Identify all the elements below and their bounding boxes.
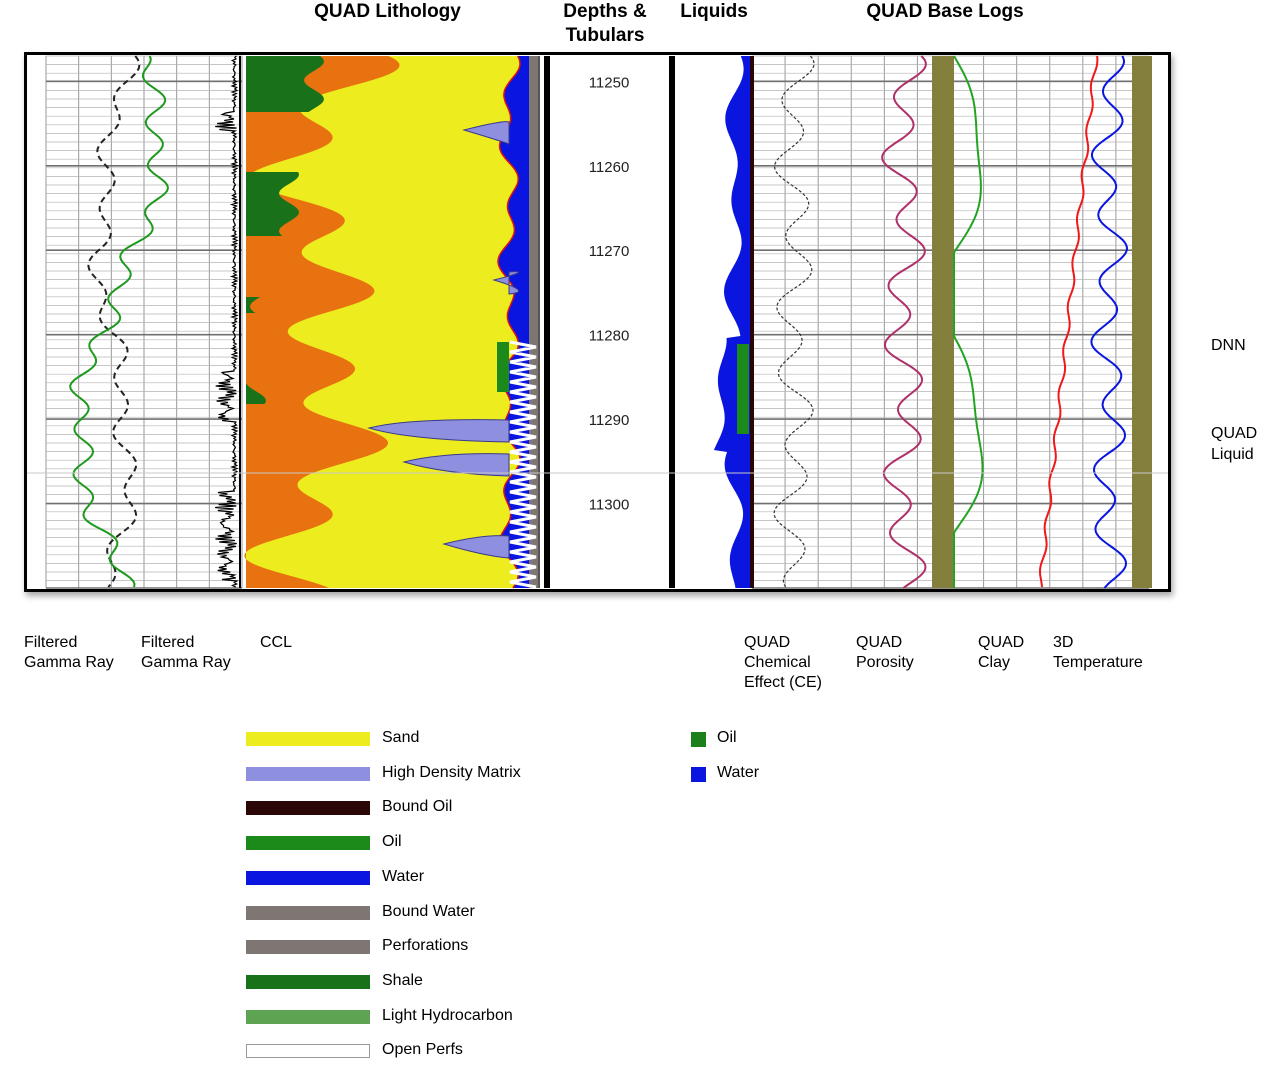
depth-tick-label: 11290 bbox=[589, 412, 630, 429]
liquids-water-fill bbox=[713, 56, 750, 588]
panel-frame bbox=[24, 52, 1171, 592]
liquids-bound-oil bbox=[750, 56, 754, 588]
high-density-matrix-spike bbox=[367, 419, 510, 443]
legend-swatch bbox=[246, 766, 370, 781]
well-log-chart: 11250 11260 11270 11280 11290 11300 bbox=[24, 52, 1171, 592]
legend-label: Bound Oil bbox=[382, 798, 453, 816]
liquid-legend-swatch bbox=[691, 767, 706, 782]
olive-band-2 bbox=[1132, 56, 1152, 588]
track-label-ce: QUAD Chemical Effect (CE) bbox=[744, 634, 822, 691]
legend-swatch bbox=[246, 836, 370, 851]
track-label-gamma-1: Filtered Gamma Ray bbox=[24, 634, 114, 671]
side-label-dnn: DNN bbox=[1211, 337, 1246, 354]
depth-tick-label: 11280 bbox=[589, 328, 630, 345]
shale-green-patch bbox=[246, 384, 266, 404]
side-label-quad-liquid: QUAD Liquid bbox=[1211, 425, 1258, 463]
legend-item: Bound Oil bbox=[246, 798, 576, 817]
legend-item: Bound Water bbox=[246, 902, 576, 922]
liquid-legend-label: Oil bbox=[717, 729, 737, 746]
depth-tick-label: 11300 bbox=[589, 497, 630, 514]
liquid-legend-item: Oil bbox=[691, 729, 811, 748]
tubular-right bbox=[669, 56, 675, 588]
depth-tick-label: 11260 bbox=[589, 159, 630, 176]
clay-curve bbox=[953, 55, 984, 588]
lithology-oil-patch bbox=[497, 342, 509, 392]
legend-item: Water bbox=[246, 867, 576, 887]
legend-item: High Density Matrix bbox=[246, 763, 576, 783]
legend-item: Sand bbox=[246, 729, 576, 748]
high-density-matrix-spike bbox=[402, 453, 510, 477]
legend-item: Light Hydrocarbon bbox=[246, 1006, 576, 1026]
tubular-left bbox=[544, 56, 550, 588]
lithology-legend: Sand High Density Matrix Bound Oil Oil Water… bbox=[246, 729, 576, 1060]
legend-swatch bbox=[246, 1044, 370, 1059]
high-density-matrix-spike bbox=[442, 535, 510, 559]
legend-label: Water bbox=[382, 867, 425, 885]
legend-label: Bound Water bbox=[382, 902, 475, 920]
legend-swatch bbox=[246, 801, 370, 816]
shale-green-patch bbox=[246, 172, 299, 236]
gamma-ray-1-curve bbox=[87, 55, 141, 588]
high-density-matrix-spike bbox=[462, 121, 510, 145]
liquid-legend-item: Water bbox=[691, 764, 811, 783]
legend-item: Open Perfs bbox=[246, 1041, 576, 1060]
shale-green-patch bbox=[246, 297, 261, 313]
olive-band-1 bbox=[932, 56, 954, 588]
legend-swatch bbox=[246, 732, 370, 746]
header-base-logs: QUAD Base Logs bbox=[866, 1, 1024, 22]
track-label-porosity: QUAD Porosity bbox=[856, 634, 914, 671]
legend-label: Oil bbox=[382, 833, 402, 851]
depth-tick-label: 11270 bbox=[589, 243, 630, 260]
legend-swatch bbox=[246, 940, 370, 955]
legend-label: Shale bbox=[382, 971, 423, 989]
legend-swatch bbox=[246, 1009, 370, 1024]
gamma-ray-2-curve bbox=[69, 55, 170, 588]
perforation-zigzag bbox=[509, 340, 537, 589]
legend-swatch bbox=[246, 974, 370, 989]
track-label-temperature: 3D Temperature bbox=[1053, 634, 1143, 671]
legend-label: High Density Matrix bbox=[382, 763, 521, 781]
legend-item: Perforations bbox=[246, 937, 576, 956]
high-density-matrix-spike bbox=[492, 271, 520, 295]
lithology-water-edge bbox=[497, 55, 521, 589]
liquids-legend: Oil Water bbox=[691, 729, 811, 790]
legend-item: Shale bbox=[246, 971, 576, 991]
track-label-gamma-2: Filtered Gamma Ray bbox=[141, 634, 231, 671]
track-label-clay: QUAD Clay bbox=[978, 634, 1025, 671]
liquid-blue-curve bbox=[1090, 55, 1129, 589]
legend-item: Oil bbox=[246, 833, 576, 852]
legend-swatch bbox=[246, 905, 370, 920]
temperature-curve bbox=[1038, 55, 1099, 588]
liquids-oil-fill bbox=[737, 344, 749, 434]
legend-label: Open Perfs bbox=[382, 1041, 463, 1059]
bound-water-column bbox=[529, 56, 539, 588]
liquid-legend-swatch bbox=[691, 732, 706, 747]
legend-label: Perforations bbox=[382, 937, 469, 955]
track-label-ccl: CCL bbox=[260, 634, 293, 651]
legend-label: Sand bbox=[382, 729, 420, 746]
legend-swatch bbox=[246, 870, 370, 885]
header-depths-tubulars: Depths & Tubulars bbox=[563, 1, 647, 46]
liquid-legend-label: Water bbox=[717, 764, 760, 781]
ccl-trace bbox=[215, 55, 240, 588]
shale-green-patch bbox=[246, 56, 324, 112]
porosity-curve bbox=[881, 55, 927, 589]
legend-label: Light Hydrocarbon bbox=[382, 1006, 513, 1024]
depth-tick-label: 11250 bbox=[589, 74, 630, 91]
header-liquids: Liquids bbox=[680, 1, 748, 22]
log-panel: 11250 11260 11270 11280 11290 11300 bbox=[24, 52, 1171, 592]
shale-fill bbox=[244, 56, 400, 588]
header-lithology: QUAD Lithology bbox=[314, 1, 461, 22]
